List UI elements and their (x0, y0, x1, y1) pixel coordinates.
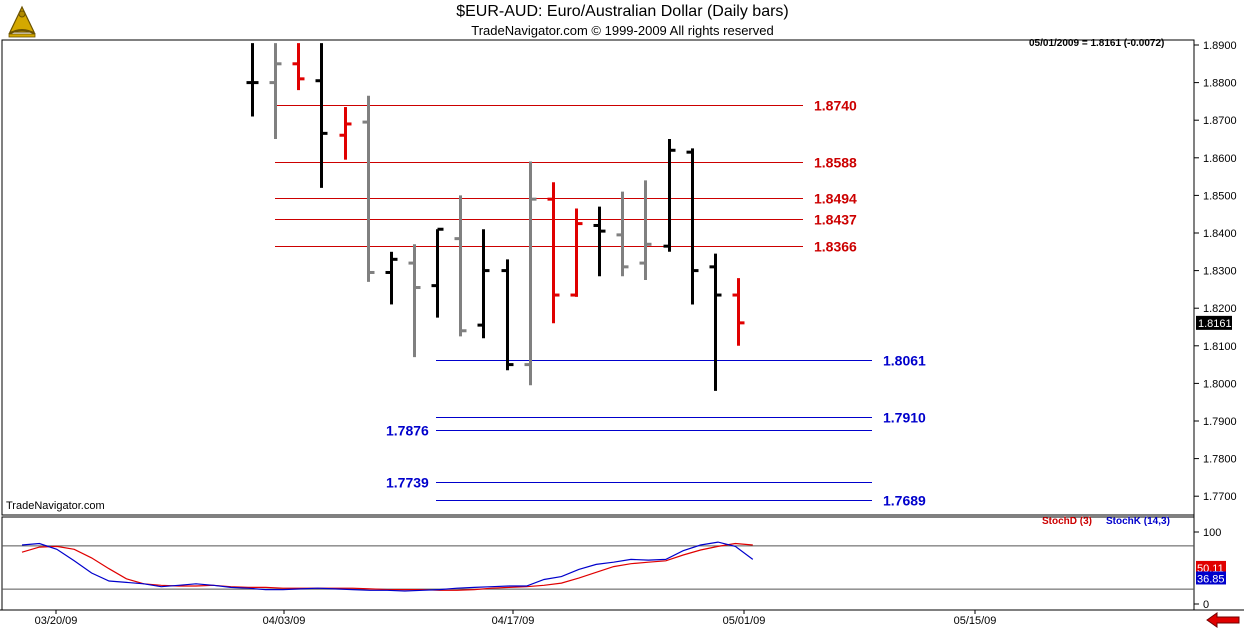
ohlc-bar (639, 180, 652, 280)
ohlc-bar (292, 43, 305, 91)
price-tick-label: 1.7800 (1203, 454, 1237, 466)
ohlc-bar (570, 208, 583, 297)
last-price-tag-text: 1.8161 (1198, 318, 1232, 330)
ohlc-bar (477, 229, 490, 339)
ohlc-bar (616, 191, 629, 277)
date-tick-label: 03/20/09 (35, 615, 78, 627)
support-label: 1.7739 (386, 475, 429, 491)
ohlc-bar (315, 43, 328, 188)
price-tick-label: 1.8700 (1203, 115, 1237, 127)
ohlc-bar (385, 251, 398, 305)
stochk-tag-text: 36.85 (1197, 573, 1225, 585)
red-left-arrow-icon[interactable] (1206, 612, 1240, 628)
support-label: 1.7876 (386, 423, 429, 439)
price-tick-label: 1.8600 (1203, 153, 1237, 165)
price-panel-border (1, 39, 1195, 516)
ohlc-bar (454, 195, 467, 337)
support-label: 1.7689 (883, 493, 926, 509)
ohlc-bar (339, 107, 352, 160)
price-tick-label: 1.7900 (1203, 416, 1237, 428)
ohlc-bar (709, 253, 722, 391)
date-tick-label: 05/15/09 (954, 615, 997, 627)
watermark: TradeNavigator.com (6, 500, 105, 512)
ohlc-bar (686, 148, 699, 305)
ohlc-bar (547, 182, 560, 324)
ohlc-bar (269, 43, 282, 139)
stochastic-panel: 100 0 (2, 527, 1221, 611)
price-tick-label: 1.8800 (1203, 78, 1237, 90)
resistance-label: 1.8437 (814, 212, 857, 228)
price-tick-label: 1.8100 (1203, 341, 1237, 353)
stochk-line (21, 541, 754, 592)
chart-frame (0, 39, 1244, 611)
price-tick-label: 1.8400 (1203, 228, 1237, 240)
resistance-label: 1.8740 (814, 98, 857, 114)
ohlc-bar (246, 43, 259, 117)
ohlc-bar (408, 244, 421, 358)
stoch-tick-label: 0 (1203, 599, 1209, 611)
price-tick-label: 1.8300 (1203, 266, 1237, 278)
resistance-label: 1.8494 (814, 191, 857, 207)
stochk-tag (1196, 571, 1226, 585)
price-axis: 1.8900 1.8800 1.8700 1.8600 1.8500 1.8400 1.83… (1194, 40, 1237, 503)
stoch-panel-border (1, 516, 1195, 611)
price-readout: 05/01/2009 = 1.8161 (-0.0072) (1029, 38, 1165, 49)
ohlc-bar (524, 161, 537, 386)
ohlc-bar (362, 95, 375, 282)
support-label: 1.7910 (883, 410, 926, 426)
ohlc-bar (732, 278, 745, 346)
ohlc-bar (431, 227, 444, 318)
support-label: 1.8061 (883, 353, 926, 369)
chart-subtitle: TradeNavigator.com © 1999-2009 All right… (471, 23, 774, 38)
resistance-label: 1.8588 (814, 155, 857, 171)
stochd-tag (1196, 560, 1226, 574)
price-tick-label: 1.8200 (1203, 303, 1237, 315)
last-price-tag (1196, 315, 1232, 330)
ohlc-bar (663, 139, 676, 252)
ohlc-bar (501, 259, 514, 371)
price-bars (246, 43, 745, 391)
resistance-label: 1.8366 (814, 239, 857, 255)
date-tick-label: 05/01/09 (723, 615, 766, 627)
stoch-tick-label: 100 (1203, 527, 1221, 539)
price-tick-label: 1.8000 (1203, 378, 1237, 390)
sextant-logo-icon[interactable] (4, 4, 40, 40)
stochk-legend[interactable]: StochK (14,3) (1106, 516, 1170, 527)
date-axis: 03/20/09 04/03/09 04/17/09 05/01/09 05/15/09 (35, 610, 997, 627)
stochd-legend[interactable]: StochD (3) (1042, 516, 1092, 527)
date-tick-label: 04/17/09 (492, 615, 535, 627)
price-tick-label: 1.8900 (1203, 40, 1237, 52)
date-tick-label: 04/03/09 (263, 615, 306, 627)
price-tick-label: 1.7700 (1203, 491, 1237, 503)
price-tick-label: 1.8500 (1203, 190, 1237, 202)
support-resistance-levels: 1.8740 1.8588 1.8494 1.8437 1.8366 1.8061 1.79… (275, 98, 926, 509)
ohlc-bar (593, 206, 606, 277)
chart-title: $EUR-AUD: Euro/Australian Dollar (Daily … (456, 3, 789, 20)
